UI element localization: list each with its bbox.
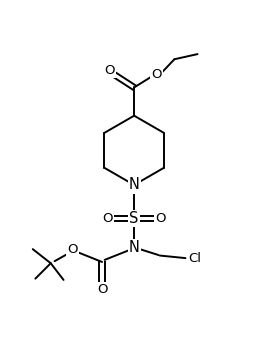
Text: O: O: [97, 283, 107, 296]
Text: O: O: [151, 68, 162, 81]
Text: N: N: [129, 177, 140, 193]
Text: O: O: [155, 212, 166, 225]
Text: O: O: [104, 64, 115, 77]
Text: O: O: [102, 212, 113, 225]
Text: N: N: [129, 240, 140, 255]
Text: O: O: [67, 243, 78, 256]
Text: Cl: Cl: [188, 252, 201, 265]
Text: S: S: [130, 211, 139, 226]
